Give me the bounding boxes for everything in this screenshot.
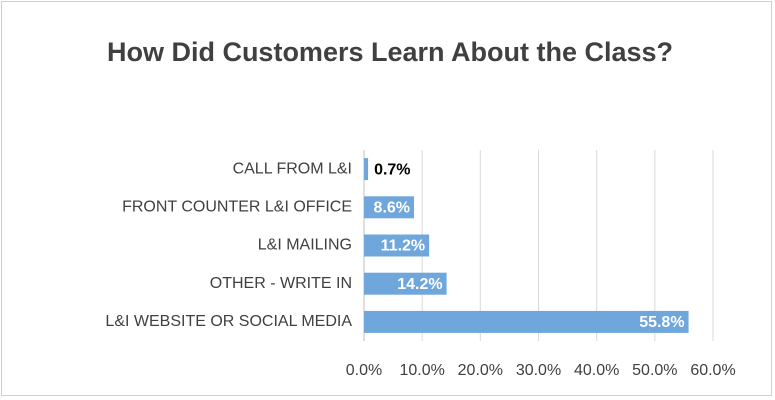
value-label: 55.8%: [639, 314, 684, 331]
y-tick-label: L&I WEBSITE OR SOCIAL MEDIA: [105, 313, 352, 330]
x-tick-label: 0.0%: [346, 362, 382, 379]
x-tick-label: 30.0%: [516, 362, 561, 379]
bar: [364, 272, 447, 295]
bar: [364, 310, 689, 333]
y-tick-label: FRONT COUNTER L&I OFFICE: [122, 199, 352, 216]
y-tick-label: CALL FROM L&I: [233, 160, 352, 177]
chart-title: How Did Customers Learn About the Class?: [106, 37, 674, 67]
x-tick-label: 20.0%: [458, 362, 503, 379]
value-label: 14.2%: [397, 276, 442, 293]
x-tick-label: 10.0%: [399, 362, 444, 379]
x-tick-label: 60.0%: [690, 362, 735, 379]
bar: [364, 158, 369, 181]
y-tick-label: OTHER - WRITE IN: [210, 275, 352, 292]
y-tick-label: L&I MAILING: [258, 237, 352, 254]
value-label: 0.7%: [374, 161, 410, 178]
bar: [364, 234, 430, 257]
value-label: 11.2%: [381, 238, 425, 255]
bar: [364, 196, 415, 219]
value-label: 8.6%: [374, 200, 410, 217]
x-tick-label: 50.0%: [632, 362, 677, 379]
x-tick-label: 40.0%: [574, 362, 619, 379]
